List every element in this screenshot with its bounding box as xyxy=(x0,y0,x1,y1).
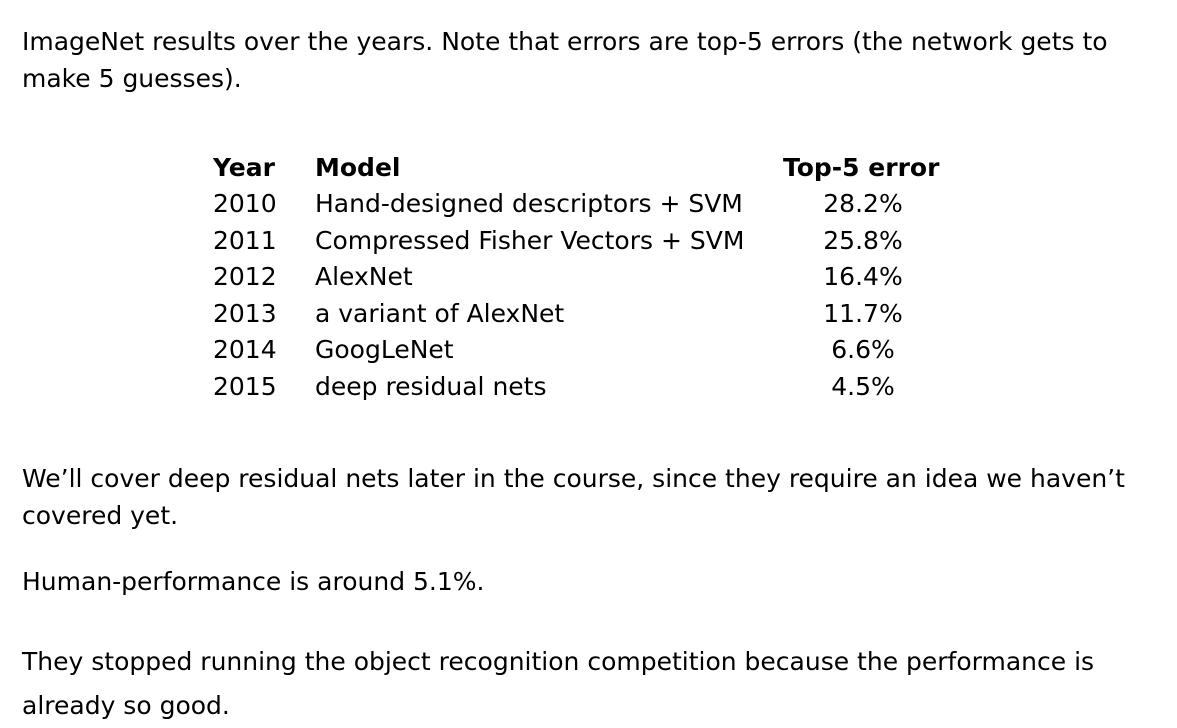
row-year: 2012 xyxy=(213,262,277,292)
human-performance-note: Human-performance is around 5.1%. xyxy=(22,567,485,596)
header-top5-error: Top-5 error xyxy=(783,152,940,182)
row-error: 4.5% xyxy=(831,371,895,401)
row-error: 11.7% xyxy=(823,298,903,328)
residual-nets-note: We’ll cover deep residual nets later in … xyxy=(22,464,1125,530)
row-year: 2011 xyxy=(213,225,277,255)
row-model: GoogLeNet xyxy=(315,335,454,365)
row-error: 6.6% xyxy=(831,335,895,365)
table-header-row: Year Model Top-5 error xyxy=(213,149,943,186)
table-row: 2015 deep residual nets 4.5% xyxy=(213,368,943,405)
row-model: AlexNet xyxy=(315,262,413,292)
row-error: 16.4% xyxy=(823,262,903,292)
row-year: 2015 xyxy=(213,371,277,401)
row-model: a variant of AlexNet xyxy=(315,298,565,328)
row-model: Compressed Fisher Vectors + SVM xyxy=(315,225,745,255)
row-year: 2014 xyxy=(213,335,277,365)
intro-paragraph: ImageNet results over the years. Note th… xyxy=(22,27,1108,93)
competition-note: They stopped running the object recognit… xyxy=(22,647,1095,720)
table-row: 2013 a variant of AlexNet 11.7% xyxy=(213,295,943,332)
table-row: 2012 AlexNet 16.4% xyxy=(213,259,943,296)
table-row: 2010 Hand-designed descriptors + SVM 28.… xyxy=(213,186,943,223)
row-year: 2013 xyxy=(213,298,277,328)
row-error: 25.8% xyxy=(823,225,903,255)
row-model: deep residual nets xyxy=(315,371,547,401)
table-row: 2011 Compressed Fisher Vectors + SVM 25.… xyxy=(213,222,943,259)
header-model: Model xyxy=(315,152,401,182)
row-error: 28.2% xyxy=(823,189,903,219)
header-year: Year xyxy=(213,152,275,182)
row-year: 2010 xyxy=(213,189,277,219)
table-row: 2014 GoogLeNet 6.6% xyxy=(213,332,943,369)
row-model: Hand-designed descriptors + SVM xyxy=(315,189,743,219)
imagenet-results-table: Year Model Top-5 error 2010 Hand-designe… xyxy=(213,149,943,405)
